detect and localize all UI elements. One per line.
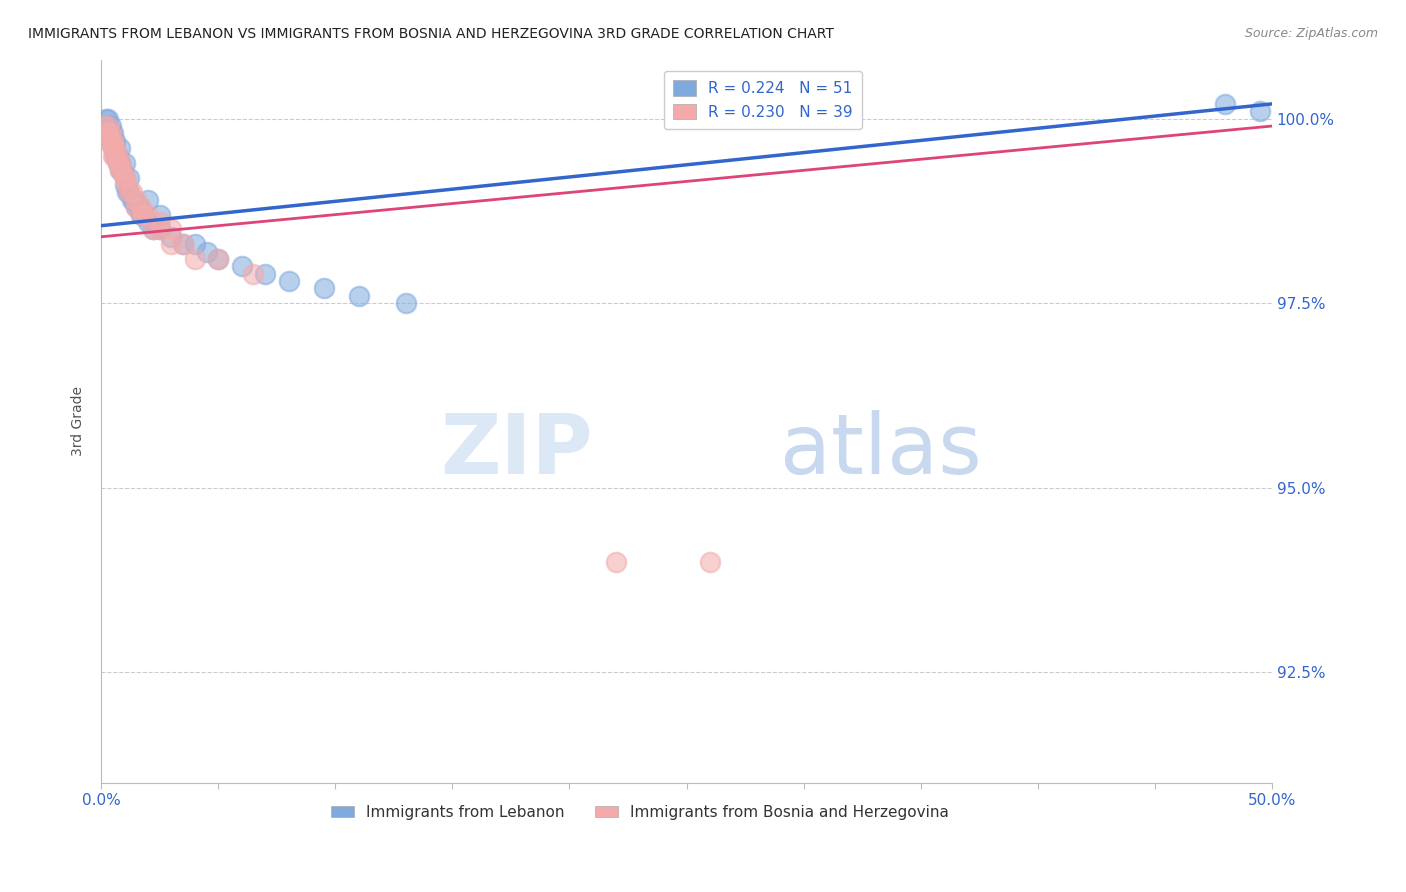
Text: atlas: atlas [780, 409, 981, 491]
Point [111, 163, 134, 178]
Legend: Immigrants from Lebanon, Immigrants from Bosnia and Herzegovina: Immigrants from Lebanon, Immigrants from… [325, 799, 955, 826]
Point [104, 148, 127, 162]
Point [172, 237, 194, 252]
Point [94, 112, 117, 126]
Point [184, 237, 207, 252]
Text: Source: ZipAtlas.com: Source: ZipAtlas.com [1244, 27, 1378, 40]
Point [1213, 96, 1236, 111]
Point [207, 252, 229, 266]
Point [108, 156, 131, 170]
Point [160, 222, 183, 236]
Point [114, 170, 136, 185]
Point [97, 134, 120, 148]
Point [699, 555, 721, 569]
Point [108, 163, 131, 178]
Point [94, 119, 117, 133]
Point [160, 237, 183, 252]
Point [149, 222, 172, 236]
Point [122, 193, 145, 207]
Point [101, 148, 124, 162]
Point [94, 127, 117, 141]
Point [93, 119, 115, 133]
Point [104, 141, 127, 155]
Point [172, 237, 194, 252]
Point [108, 156, 131, 170]
Text: IMMIGRANTS FROM LEBANON VS IMMIGRANTS FROM BOSNIA AND HERZEGOVINA 3RD GRADE CORR: IMMIGRANTS FROM LEBANON VS IMMIGRANTS FR… [28, 27, 834, 41]
Point [100, 127, 122, 141]
Point [195, 244, 218, 259]
Point [107, 156, 129, 170]
Point [97, 127, 120, 141]
Point [142, 222, 165, 236]
Point [118, 186, 141, 200]
Point [101, 134, 124, 148]
Point [100, 119, 122, 133]
Point [104, 148, 127, 162]
Point [347, 289, 370, 303]
Point [100, 134, 122, 148]
Point [107, 148, 129, 162]
Point [100, 127, 122, 141]
Point [115, 186, 138, 200]
Point [104, 134, 127, 148]
Point [125, 200, 148, 214]
Point [142, 222, 165, 236]
Point [207, 252, 229, 266]
Point [254, 267, 277, 281]
Point [136, 215, 159, 229]
Point [107, 156, 129, 170]
Point [111, 163, 134, 178]
Point [160, 229, 183, 244]
Point [100, 134, 122, 148]
Point [136, 208, 159, 222]
Point [97, 119, 120, 133]
Point [108, 141, 131, 155]
Point [114, 170, 136, 185]
Point [101, 127, 124, 141]
Point [149, 208, 172, 222]
Point [108, 163, 131, 178]
Point [132, 208, 155, 222]
Point [114, 156, 136, 170]
Point [136, 193, 159, 207]
Point [277, 274, 299, 288]
Point [242, 267, 264, 281]
Point [1249, 104, 1271, 119]
Y-axis label: 3rd Grade: 3rd Grade [72, 386, 86, 457]
Point [129, 200, 152, 214]
Point [312, 281, 335, 295]
Point [121, 193, 143, 207]
Point [114, 178, 136, 193]
Point [132, 208, 155, 222]
Point [104, 141, 127, 155]
Point [128, 200, 150, 214]
Point [118, 186, 141, 200]
Point [121, 186, 143, 200]
Text: ZIP: ZIP [440, 409, 593, 491]
Point [132, 208, 155, 222]
Point [107, 148, 129, 162]
Point [125, 200, 148, 214]
Point [93, 119, 115, 133]
Point [115, 178, 138, 193]
Point [97, 119, 120, 133]
Point [101, 141, 124, 155]
Point [184, 252, 207, 266]
Point [129, 208, 152, 222]
Point [118, 170, 141, 185]
Point [101, 134, 124, 148]
Point [149, 222, 172, 236]
Point [394, 296, 416, 310]
Point [114, 170, 136, 185]
Point [605, 555, 627, 569]
Point [97, 127, 120, 141]
Point [231, 260, 253, 274]
Point [149, 215, 172, 229]
Point [101, 141, 124, 155]
Point [125, 193, 148, 207]
Point [97, 112, 120, 126]
